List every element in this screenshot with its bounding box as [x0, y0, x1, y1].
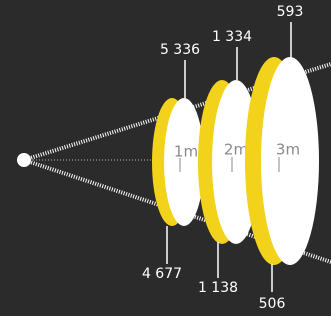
distance-label: 3m [276, 141, 300, 159]
distance-label: 2m [224, 141, 248, 159]
origin [17, 153, 31, 167]
bottom-label: 1 138 [198, 280, 238, 296]
top-label: 593 [277, 4, 304, 20]
ring-disc [261, 57, 319, 265]
top-label: 5 336 [160, 42, 200, 58]
page: 1m 5 336 4 677 2m 1 334 1 138 3m 593 506… [0, 0, 331, 316]
diagram: 1m 5 336 4 677 2m 1 334 1 138 3m 593 506 [0, 0, 331, 316]
top-label: 1 334 [212, 29, 252, 45]
distance-label: 1m [174, 143, 198, 161]
bottom-label: 506 [259, 296, 286, 312]
bottom-label: 4 677 [142, 266, 182, 282]
